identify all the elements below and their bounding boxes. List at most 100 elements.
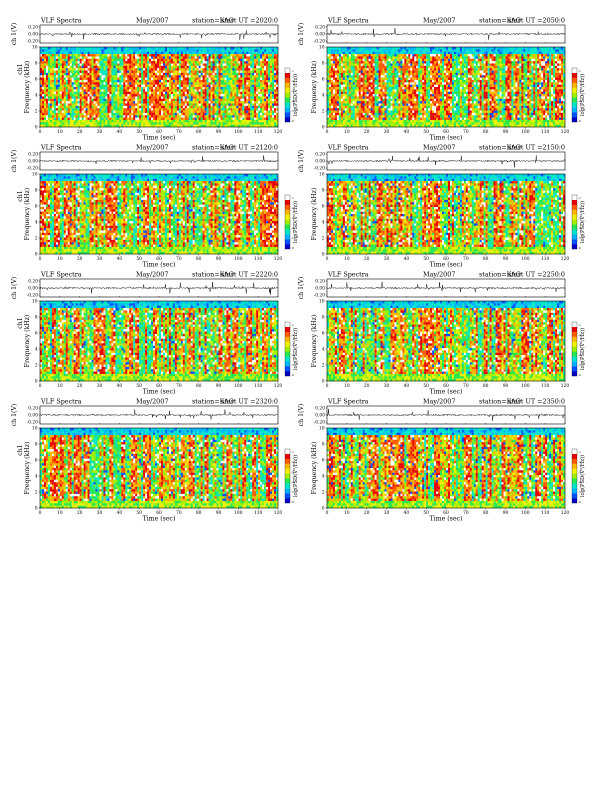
spectrogram-cell <box>226 49 229 52</box>
header-date: May/2007 <box>423 17 455 25</box>
spectrogram-cell <box>372 91 375 95</box>
spectrogram-cell <box>133 58 136 62</box>
spectrogram-cell <box>346 79 349 83</box>
spectrogram-cell <box>192 61 195 64</box>
spectrogram-cell <box>125 68 128 71</box>
spectrogram-cell <box>119 91 122 95</box>
spectrogram-cell <box>65 58 68 62</box>
spectrogram-cell <box>123 49 126 52</box>
spectrogram-cell <box>200 112 203 116</box>
spectrogram-cell <box>153 47 156 50</box>
spectrogram-cell <box>340 91 344 95</box>
spectrogram-cell <box>117 54 120 57</box>
spectrogram-cell <box>131 101 134 104</box>
spectrogram-cell <box>119 79 122 83</box>
spectrogram-cell <box>260 122 263 125</box>
spectrogram-cell <box>327 56 330 59</box>
spectrogram-cell <box>344 63 347 66</box>
spectrogram-cell <box>101 65 104 69</box>
spectrogram-cell <box>43 61 47 64</box>
spectrogram-cell <box>107 101 110 104</box>
spectrogram-cell <box>272 94 275 97</box>
spectrogram-cell <box>63 87 66 90</box>
spectrogram-cell <box>334 110 338 114</box>
spectrogram-cell <box>212 108 215 111</box>
spectrogram-cell <box>168 72 172 76</box>
spectrogram-cell <box>230 58 233 62</box>
spectrogram-cell <box>121 110 124 114</box>
spectrogram-cell <box>272 61 275 64</box>
spectrogram-cell <box>360 68 363 71</box>
spectrogram-cell <box>228 119 231 123</box>
spectrogram-cell <box>202 112 205 116</box>
spectrogram-cell <box>238 51 241 55</box>
spectrogram-cell <box>212 112 215 116</box>
spectrogram-cell <box>340 105 344 109</box>
spectrogram-cell <box>354 58 357 62</box>
spectrogram-cell <box>214 51 217 55</box>
spectrogram-cell <box>160 77 164 81</box>
spectrogram-cell <box>141 49 144 52</box>
spectrogram-cell <box>330 68 334 71</box>
spectrogram-cell <box>67 47 70 50</box>
spectrogram-cell <box>258 98 261 102</box>
spectrogram-cell <box>83 84 86 88</box>
spectrogram-cell <box>192 103 195 106</box>
spectrogram-cell <box>63 79 66 83</box>
spectrogram-cell <box>117 70 120 74</box>
spectrogram-cell <box>109 58 112 62</box>
spectrogram-cell <box>364 124 367 128</box>
spectrogram-cell <box>53 82 57 85</box>
spectrogram-cell <box>200 51 203 55</box>
spectrogram-cell <box>155 124 158 128</box>
spectrogram-cell <box>366 115 369 118</box>
spectrogram-cell <box>101 51 104 55</box>
spectrogram-cell <box>244 124 247 128</box>
spectrogram-cell <box>149 108 152 111</box>
spectrogram-cell <box>336 110 340 114</box>
spectrogram-cell <box>168 68 172 71</box>
spectrogram-cell <box>222 119 225 123</box>
spectrogram-cell <box>129 112 132 116</box>
spectrogram-cell <box>198 115 201 118</box>
spectrogram-cell <box>232 117 235 121</box>
spectrogram-cell <box>159 87 162 90</box>
spectrogram-cell <box>202 94 205 97</box>
spectrogram-cell <box>268 65 271 69</box>
spectrogram-cell <box>65 94 68 97</box>
spectrogram-cell <box>194 56 197 59</box>
spectrogram-cell <box>236 58 239 62</box>
spectrogram-cell <box>352 79 355 83</box>
spectrogram-cell <box>59 101 62 104</box>
spectrogram-cell <box>166 54 170 57</box>
spectrogram-cell <box>149 98 152 102</box>
spectrogram-cell <box>198 61 201 64</box>
spectrogram-cell <box>268 49 271 52</box>
spectrogram-cell <box>246 51 249 55</box>
spectrogram-cell <box>256 75 259 78</box>
spectrogram-cell <box>262 108 265 111</box>
spectrogram-cell <box>368 103 371 106</box>
spectrogram-cell <box>268 51 271 55</box>
spectrogram-cell <box>272 79 275 83</box>
spectrogram-cell <box>214 110 217 114</box>
spectrogram-cell <box>264 75 267 78</box>
spectrogram-cell <box>368 75 371 78</box>
spectrogram-cell <box>174 61 177 64</box>
spectrogram-cell <box>77 96 80 99</box>
spectrogram-cell <box>137 68 140 71</box>
spectrogram-cell <box>109 56 112 59</box>
spectrogram-cell <box>141 84 144 88</box>
spectrogram-cell <box>83 101 86 104</box>
spectrogram-cell <box>159 61 162 64</box>
spectrogram-cell <box>327 105 330 109</box>
spectrogram-cell <box>204 103 207 106</box>
ch-axis-label: ch 1(V) <box>298 23 305 46</box>
spectrogram-cell <box>258 91 261 95</box>
spectrogram-cell <box>107 87 110 90</box>
spectrogram-cell <box>41 112 45 116</box>
spectrogram-cell <box>336 98 340 102</box>
spectrogram-cell <box>95 47 98 50</box>
spectrogram-cell <box>93 110 96 114</box>
spectrogram-cell <box>141 65 144 69</box>
